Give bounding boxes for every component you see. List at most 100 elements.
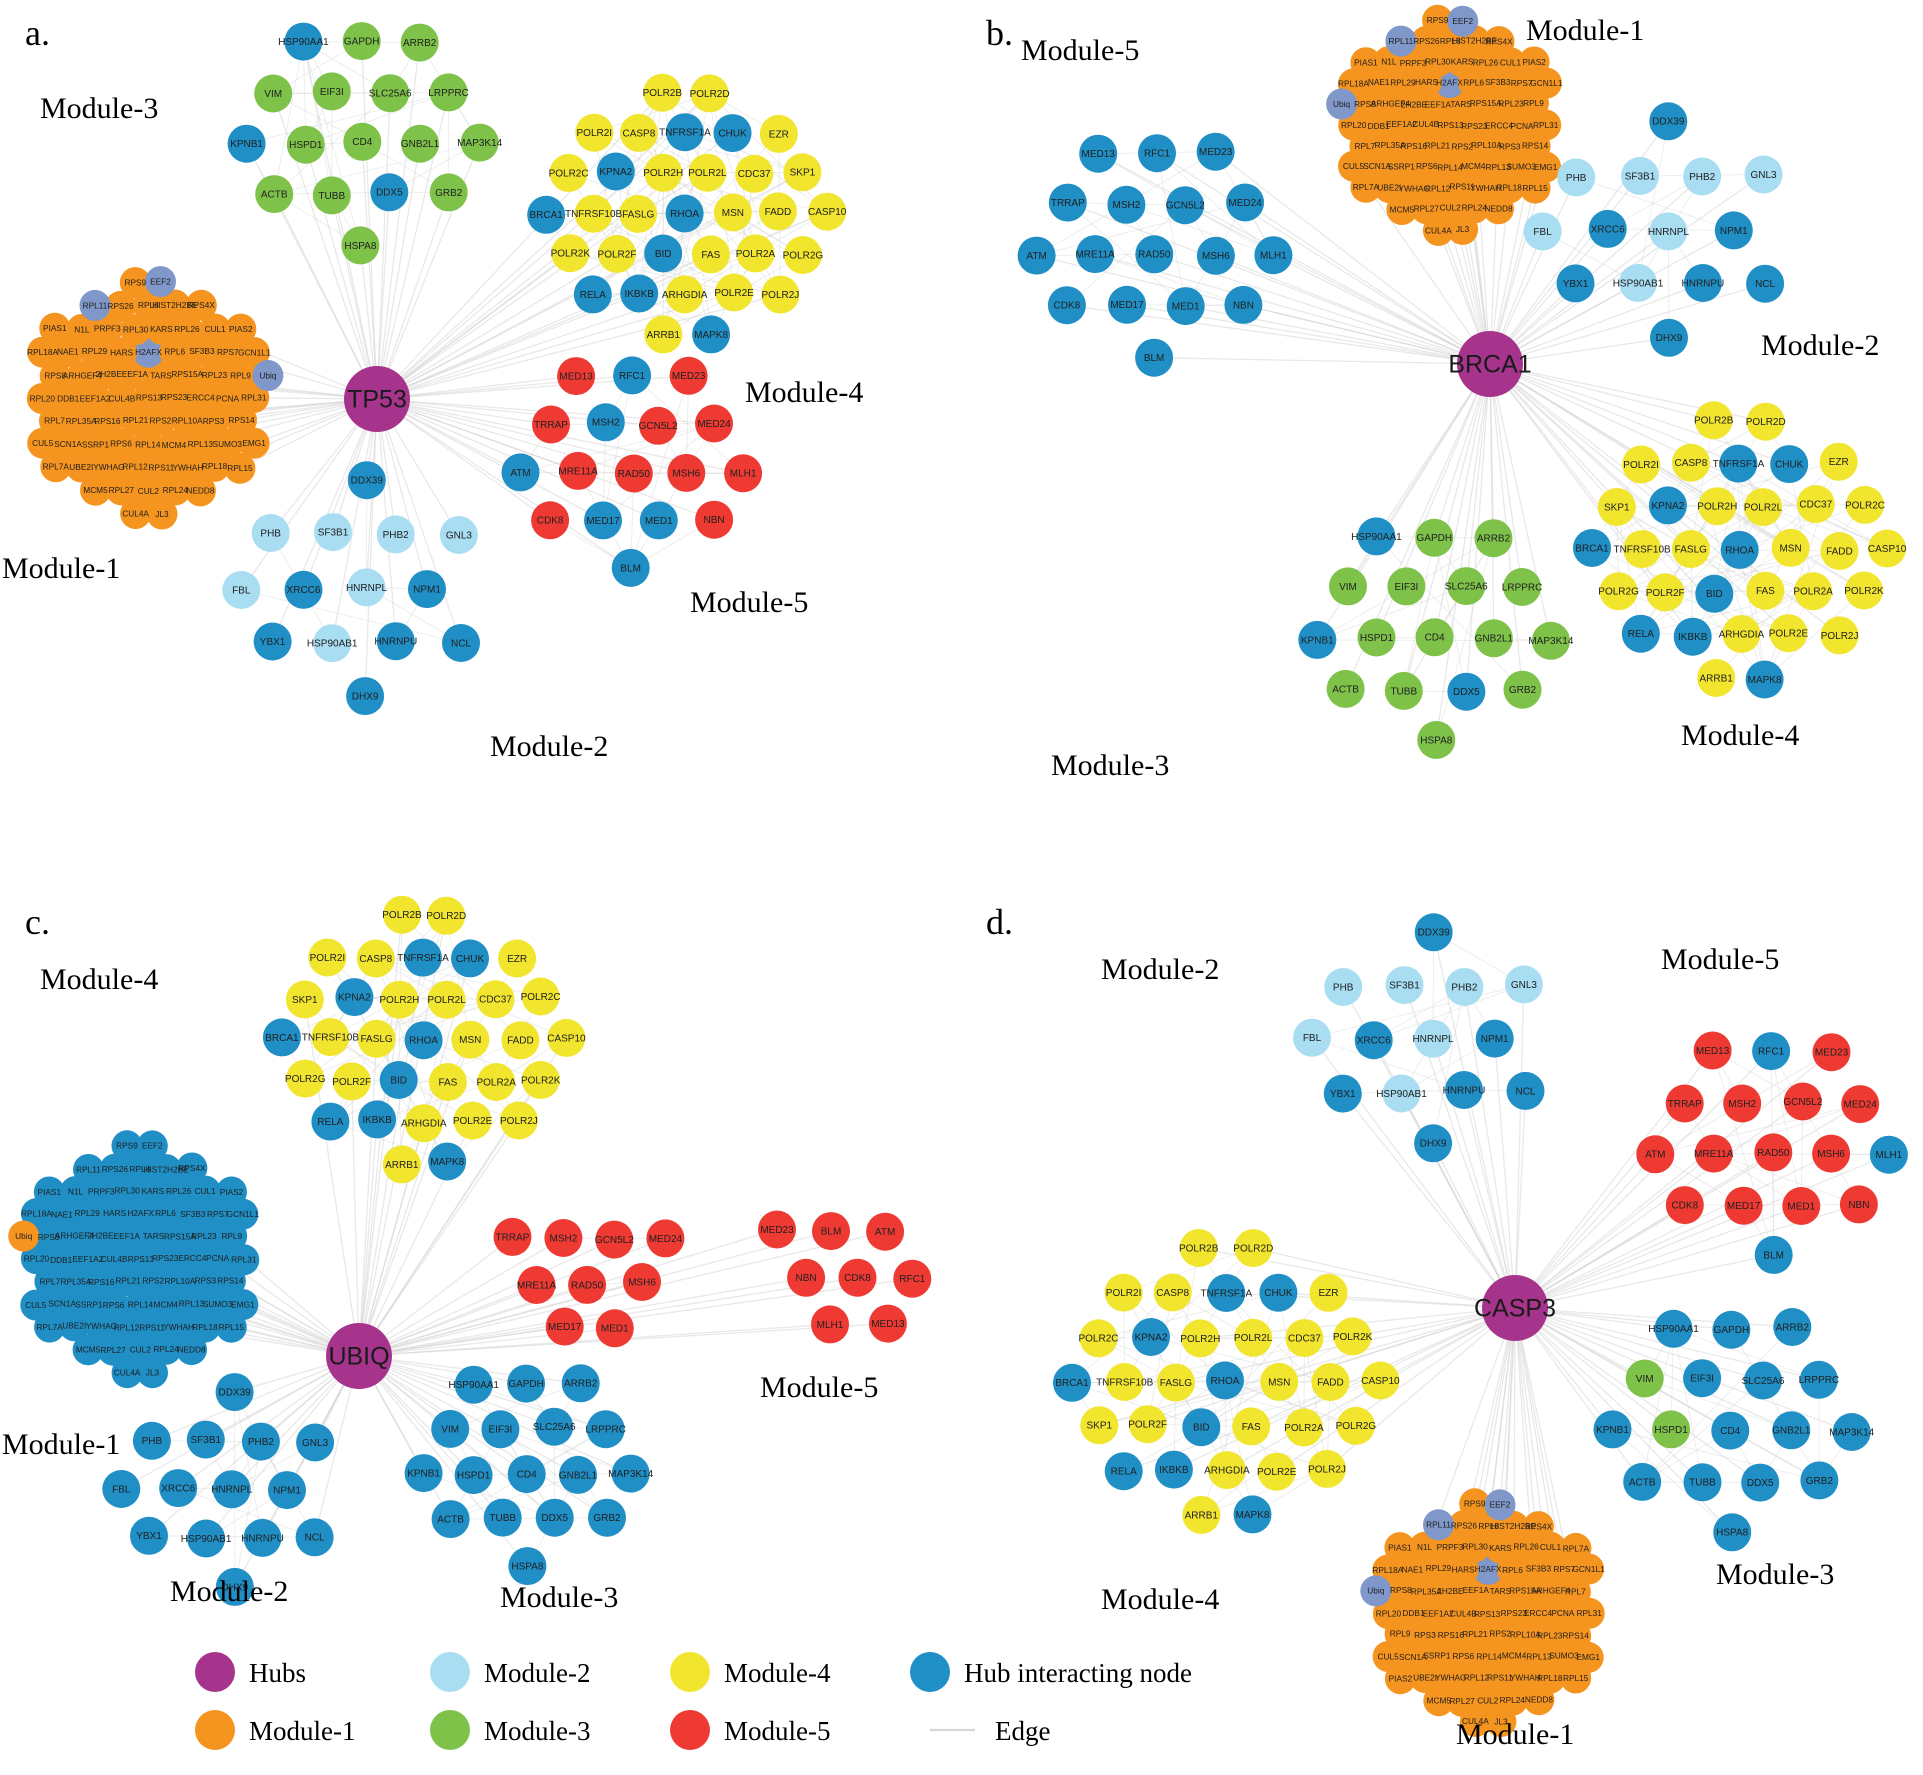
- svg-text:UBE2I: UBE2I: [1413, 1673, 1437, 1683]
- svg-text:EEF1A2: EEF1A2: [72, 1254, 103, 1264]
- svg-text:Module-3: Module-3: [500, 1581, 618, 1614]
- svg-text:IKBKB: IKBKB: [624, 289, 654, 300]
- svg-text:RPL6: RPL6: [155, 1208, 176, 1218]
- svg-text:BID: BID: [1706, 589, 1723, 600]
- svg-text:RPL24: RPL24: [1500, 1695, 1526, 1705]
- svg-text:FASLG: FASLG: [622, 209, 654, 220]
- svg-text:KARS: KARS: [1451, 57, 1474, 67]
- svg-text:RFC1: RFC1: [899, 1274, 926, 1285]
- svg-text:RPL15: RPL15: [1522, 183, 1548, 193]
- svg-text:RPL24: RPL24: [163, 485, 189, 495]
- svg-text:BLM: BLM: [620, 563, 641, 574]
- svg-text:POLR2K: POLR2K: [1844, 586, 1884, 597]
- svg-text:SSRP1: SSRP1: [82, 439, 110, 449]
- svg-text:TARS: TARS: [150, 371, 172, 381]
- svg-text:TRRAP: TRRAP: [534, 420, 568, 431]
- svg-text:RPL7: RPL7: [1565, 1587, 1586, 1597]
- svg-text:EMG1: EMG1: [231, 1299, 255, 1309]
- svg-text:TNFRSF10B: TNFRSF10B: [565, 209, 623, 220]
- svg-text:EMG1: EMG1: [1576, 1652, 1600, 1662]
- svg-text:a.: a.: [25, 13, 50, 53]
- svg-text:RPL30: RPL30: [115, 1185, 141, 1195]
- svg-text:YWHAG: YWHAG: [1435, 1673, 1466, 1683]
- svg-text:ARRB2: ARRB2: [564, 1379, 598, 1390]
- svg-text:CUL1: CUL1: [205, 324, 227, 334]
- svg-text:FBL: FBL: [1303, 1033, 1322, 1044]
- svg-text:MAP3K14: MAP3K14: [1528, 636, 1573, 647]
- svg-text:RPS8: RPS8: [1354, 99, 1376, 109]
- svg-text:CASP8: CASP8: [359, 954, 392, 965]
- svg-text:HSPA8: HSPA8: [1716, 1528, 1748, 1539]
- svg-text:Module-4: Module-4: [40, 963, 158, 996]
- svg-text:PHB2: PHB2: [383, 530, 410, 541]
- svg-text:RPS4X: RPS4X: [1525, 1521, 1553, 1531]
- svg-text:SSRP1: SSRP1: [1423, 1651, 1451, 1661]
- svg-text:MED24: MED24: [1228, 198, 1262, 209]
- svg-text:RPS9: RPS9: [116, 1141, 138, 1151]
- svg-text:MED17: MED17: [1727, 1201, 1761, 1212]
- svg-text:NAE1: NAE1: [51, 1209, 73, 1219]
- svg-text:ACTB: ACTB: [261, 190, 288, 201]
- svg-text:RPS7: RPS7: [217, 347, 239, 357]
- svg-text:HSP90AA1: HSP90AA1: [1351, 532, 1402, 543]
- svg-text:BRCA1: BRCA1: [1448, 351, 1531, 379]
- svg-text:RPS26: RPS26: [102, 1164, 129, 1174]
- svg-text:ERCC4: ERCC4: [178, 1253, 207, 1263]
- svg-text:SKP1: SKP1: [1604, 502, 1630, 513]
- svg-text:CUL5: CUL5: [1377, 1651, 1399, 1661]
- svg-text:ARHGEF4: ARHGEF4: [1371, 98, 1411, 108]
- svg-text:HSPD1: HSPD1: [1654, 1425, 1688, 1436]
- svg-text:DDX5: DDX5: [541, 1513, 568, 1524]
- svg-text:HNRNPU: HNRNPU: [1443, 1085, 1486, 1096]
- svg-text:MLH1: MLH1: [1260, 251, 1287, 262]
- svg-text:CASP8: CASP8: [1156, 1288, 1189, 1299]
- svg-text:CUL4B: CUL4B: [1450, 1609, 1477, 1619]
- svg-text:RPL21: RPL21: [123, 415, 149, 425]
- svg-text:MCM5: MCM5: [1427, 1696, 1452, 1706]
- svg-text:SKP1: SKP1: [1087, 1421, 1113, 1432]
- svg-text:HSP90AA1: HSP90AA1: [278, 37, 329, 48]
- svg-text:SLC25A6: SLC25A6: [1445, 582, 1488, 593]
- svg-text:POLR2A: POLR2A: [1793, 587, 1833, 598]
- svg-text:RFC1: RFC1: [619, 371, 646, 382]
- svg-text:RPL31: RPL31: [241, 392, 267, 402]
- svg-text:RPS8: RPS8: [44, 371, 66, 381]
- svg-text:RPS6: RPS6: [110, 439, 132, 449]
- svg-text:RPL20: RPL20: [1376, 1609, 1402, 1619]
- svg-text:RPS2: RPS2: [150, 415, 172, 425]
- svg-text:POLR2C: POLR2C: [1078, 1334, 1118, 1345]
- svg-text:VIM: VIM: [441, 1424, 459, 1435]
- svg-text:MSH2: MSH2: [592, 418, 620, 429]
- svg-text:MCM4: MCM4: [1461, 161, 1486, 171]
- svg-text:MED24: MED24: [1844, 1100, 1878, 1111]
- svg-text:BRCA1: BRCA1: [1055, 1378, 1089, 1389]
- svg-text:RELA: RELA: [1628, 629, 1654, 640]
- svg-text:YBX1: YBX1: [136, 1531, 162, 1542]
- svg-text:FAS: FAS: [1242, 1422, 1261, 1433]
- svg-text:Ubiq: Ubiq: [15, 1231, 32, 1241]
- svg-text:POLR2I: POLR2I: [1106, 1288, 1142, 1299]
- svg-text:GRB2: GRB2: [435, 188, 463, 199]
- svg-text:DDB1: DDB1: [1402, 1608, 1425, 1618]
- svg-text:RHOA: RHOA: [1211, 1376, 1240, 1387]
- svg-text:POLR2G: POLR2G: [1336, 1421, 1377, 1432]
- svg-text:RELA: RELA: [317, 1117, 343, 1128]
- svg-text:POLR2A: POLR2A: [736, 249, 776, 260]
- svg-text:HNRNPU: HNRNPU: [241, 1533, 284, 1544]
- svg-text:PIAS1: PIAS1: [1388, 1542, 1412, 1552]
- svg-text:N1L: N1L: [1417, 1542, 1433, 1552]
- svg-text:RAD50: RAD50: [571, 1280, 604, 1291]
- svg-text:MLH1: MLH1: [730, 469, 757, 480]
- svg-text:MSH2: MSH2: [1728, 1099, 1756, 1110]
- svg-text:RPS6: RPS6: [1452, 1651, 1474, 1661]
- svg-text:LRPPRC: LRPPRC: [428, 88, 469, 99]
- svg-text:Module-5: Module-5: [1021, 34, 1139, 67]
- svg-text:LRPPRC: LRPPRC: [1799, 1375, 1840, 1386]
- svg-text:CHUK: CHUK: [718, 129, 747, 140]
- svg-text:ARRB2: ARRB2: [403, 38, 437, 49]
- svg-text:IKBKB: IKBKB: [1678, 632, 1708, 643]
- svg-text:RPS2: RPS2: [142, 1276, 164, 1286]
- svg-text:RPL18: RPL18: [192, 1322, 218, 1332]
- svg-text:RPS6: RPS6: [103, 1300, 125, 1310]
- svg-text:MED17: MED17: [548, 1322, 582, 1333]
